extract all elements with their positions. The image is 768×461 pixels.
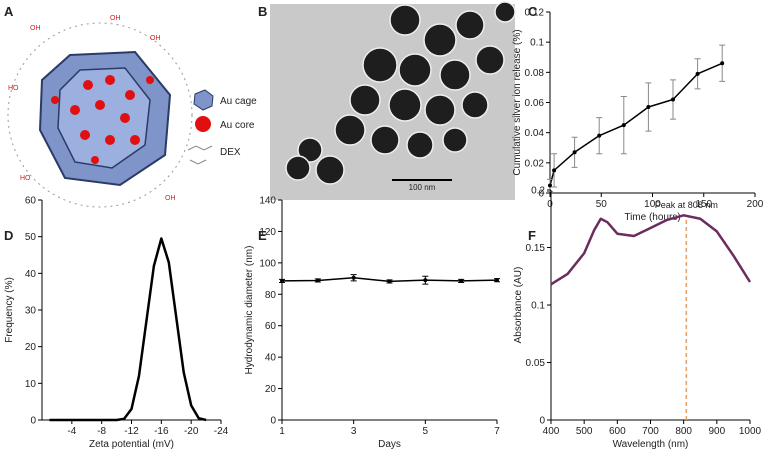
legend-label: Au cage (220, 96, 257, 107)
x-tick-label: -20 (184, 426, 199, 437)
y-tick-label: 40 (25, 269, 37, 280)
x-tick-label: 700 (642, 426, 659, 437)
x-tick-label: 400 (543, 426, 560, 437)
y-axis-label: Absorbance (AU) (513, 267, 524, 344)
data-point (720, 61, 725, 66)
x-tick-label: 200 (747, 199, 764, 210)
data-point (572, 150, 577, 155)
y-tick-label: 0.06 (525, 98, 545, 109)
data-point (552, 168, 557, 173)
y-tick-label: 0.1 (531, 301, 545, 312)
y-tick-label: 0.1 (530, 38, 544, 49)
y-tick-label: 0 (538, 189, 544, 200)
x-tick-label: 7 (494, 426, 500, 437)
panel-label: B (258, 4, 267, 19)
x-tick-label: 1000 (739, 426, 762, 437)
data-point (621, 123, 626, 128)
data-point (459, 278, 464, 283)
y-tick-label: 20 (265, 384, 277, 395)
y-tick-label: 0.2 (531, 186, 545, 197)
scale-bar-label: 100 nm (409, 183, 436, 192)
x-tick-label: 600 (609, 426, 626, 437)
y-tick-label: 100 (259, 258, 276, 269)
svg-text:HO: HO (20, 175, 31, 182)
tem-micrograph (270, 1, 516, 200)
panel-label: E (258, 228, 267, 243)
data-point (351, 275, 356, 280)
y-tick-label: 0 (270, 416, 276, 427)
panel-label: C (528, 4, 538, 19)
svg-text:OH: OH (30, 25, 41, 32)
x-tick-label: 800 (675, 426, 692, 437)
y-tick-label: 140 (259, 196, 276, 207)
data-point (646, 105, 651, 110)
y-tick-label: 60 (265, 321, 277, 332)
x-tick-label: 500 (576, 426, 593, 437)
y-tick-label: 30 (25, 306, 37, 317)
nanocage-diagram: OH OH HO OH HO OH (7, 15, 214, 208)
y-axis-label: Cumulative silver ion release (%) (512, 29, 523, 175)
annotation-text: Peak at 808 nm (655, 200, 718, 210)
x-axis-label: Zeta potential (mV) (89, 439, 174, 450)
y-axis-label: Frequency (%) (4, 277, 15, 343)
data-point (695, 71, 700, 76)
legend-label: Au core (220, 120, 255, 131)
x-tick-label: 900 (708, 426, 725, 437)
svg-text:HO: HO (8, 85, 19, 92)
y-tick-label: 0.08 (525, 68, 545, 79)
data-point (597, 133, 602, 138)
data-point (671, 97, 675, 102)
y-axis-label: Hydrodynamic diameter (nm) (244, 246, 255, 375)
data-line (550, 214, 752, 286)
x-tick-label: 5 (423, 426, 429, 437)
svg-text:OH: OH (150, 35, 161, 42)
y-tick-label: 40 (265, 353, 277, 364)
panel-label: D (4, 228, 13, 243)
y-tick-label: 0 (539, 416, 545, 427)
x-tick-label: 100 (644, 199, 661, 210)
panel-label: A (4, 4, 14, 19)
x-tick-label: 0 (547, 199, 553, 210)
data-line (49, 237, 207, 422)
x-axis-label: Wavelength (nm) (613, 439, 689, 450)
svg-text:OH: OH (110, 15, 121, 22)
x-tick-label: 1 (279, 426, 285, 437)
y-tick-label: 60 (25, 196, 37, 207)
y-tick-label: 0.05 (526, 358, 546, 369)
x-tick-label: -16 (154, 426, 169, 437)
data-point (423, 278, 428, 283)
panel-label: F (528, 228, 536, 243)
svg-text:OH: OH (165, 195, 176, 202)
y-tick-label: 0.15 (526, 243, 546, 254)
x-tick-label: 3 (351, 426, 357, 437)
data-point (315, 278, 320, 283)
data-point (548, 183, 552, 188)
x-tick-label: -4 (67, 426, 76, 437)
y-tick-label: 80 (265, 290, 277, 301)
y-tick-label: 0.02 (525, 158, 545, 169)
y-tick-label: 0 (30, 416, 36, 427)
data-point (280, 278, 284, 283)
legend-label: DEX (220, 147, 241, 158)
data-point (387, 279, 392, 284)
x-tick-label: -8 (97, 426, 106, 437)
x-tick-label: 50 (596, 199, 608, 210)
y-tick-label: 50 (25, 232, 37, 243)
x-axis-label: Days (378, 439, 401, 450)
data-point (495, 278, 499, 283)
y-tick-label: 10 (25, 379, 37, 390)
y-tick-label: 0.12 (525, 8, 545, 19)
y-tick-label: 0.04 (525, 128, 545, 139)
x-tick-label: 150 (695, 199, 712, 210)
x-tick-label: -24 (214, 426, 229, 437)
y-tick-label: 120 (259, 227, 276, 238)
y-tick-label: 20 (25, 342, 37, 353)
x-tick-label: -12 (124, 426, 139, 437)
x-axis-label: Time (hours) (624, 212, 680, 223)
